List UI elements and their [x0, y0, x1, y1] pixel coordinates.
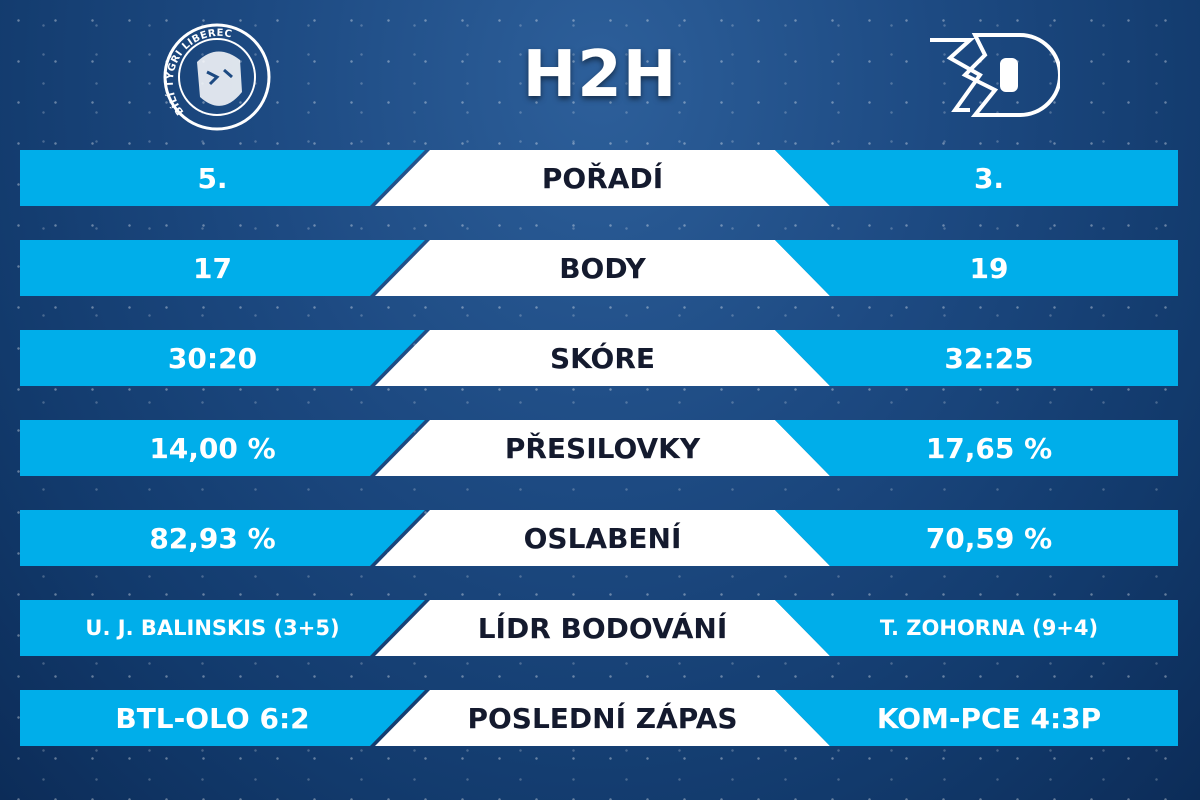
away-value: 32:25 [775, 330, 1178, 386]
stat-label: BODY [375, 240, 830, 296]
home-value: 30:20 [20, 330, 425, 386]
pardubice-logo [930, 33, 1060, 117]
stat-row: 5. POŘADÍ 3. [0, 150, 1200, 206]
stat-label: PŘESILOVKY [375, 420, 830, 476]
stat-row: BTL-OLO 6:2 POSLEDNÍ ZÁPAS KOM-PCE 4:3P [0, 690, 1200, 746]
away-value: T. ZOHORNA (9+4) [775, 600, 1178, 656]
stat-row: 17 BODY 19 [0, 240, 1200, 296]
home-value: 5. [20, 150, 425, 206]
away-value: 70,59 % [775, 510, 1178, 566]
stat-row: 82,93 % OSLABENÍ 70,59 % [0, 510, 1200, 566]
stat-row: 14,00 % PŘESILOVKY 17,65 % [0, 420, 1200, 476]
stat-row: U. J. BALINSKIS (3+5) LÍDR BODOVÁNÍ T. Z… [0, 600, 1200, 656]
away-value: 3. [775, 150, 1178, 206]
home-value: U. J. BALINSKIS (3+5) [20, 600, 425, 656]
liberec-logo: BÍLÍ TYGŘI LIBEREC [163, 23, 271, 131]
home-value: 14,00 % [20, 420, 425, 476]
stat-label: SKÓRE [375, 330, 830, 386]
stat-label: POSLEDNÍ ZÁPAS [375, 690, 830, 746]
home-value: 82,93 % [20, 510, 425, 566]
page-title: H2H [522, 38, 678, 112]
stat-row: 30:20 SKÓRE 32:25 [0, 330, 1200, 386]
away-value: 19 [775, 240, 1178, 296]
stat-label: POŘADÍ [375, 150, 830, 206]
home-value: 17 [20, 240, 425, 296]
away-value: 17,65 % [775, 420, 1178, 476]
stat-label: LÍDR BODOVÁNÍ [375, 600, 830, 656]
away-value: KOM-PCE 4:3P [775, 690, 1178, 746]
stat-label: OSLABENÍ [375, 510, 830, 566]
home-value: BTL-OLO 6:2 [20, 690, 425, 746]
